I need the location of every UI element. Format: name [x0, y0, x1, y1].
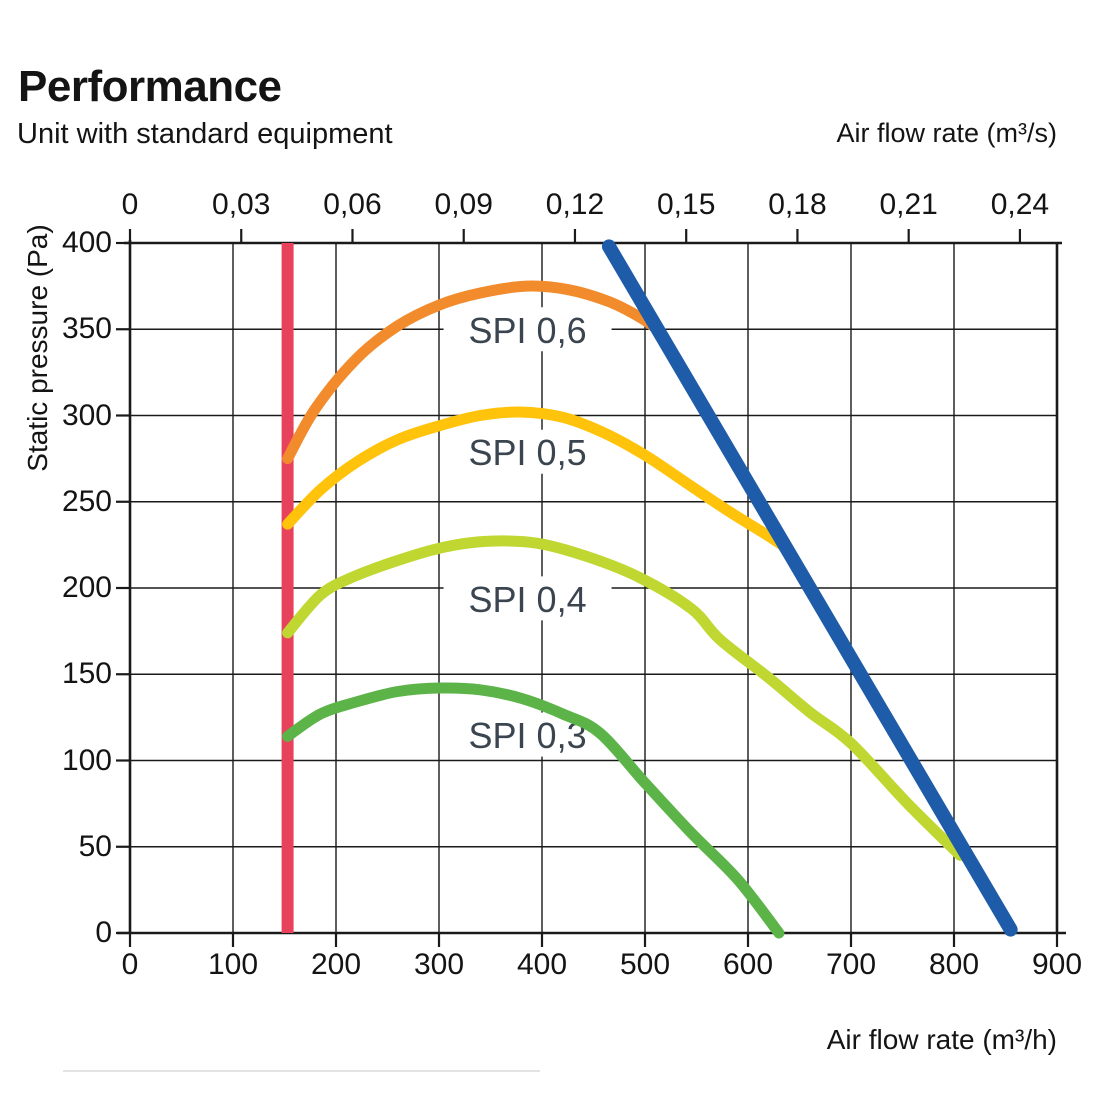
- x-tick-700: 700: [825, 948, 877, 981]
- y-tick-150: 150: [61, 657, 112, 691]
- svg-text:SPI 0,6: SPI 0,6: [469, 310, 587, 351]
- footer-divider: [63, 1070, 540, 1072]
- x-tick-500: 500: [619, 948, 671, 981]
- x-tick-100: 100: [207, 948, 259, 981]
- x-tick-300: 300: [413, 948, 465, 981]
- y-tick-350: 350: [61, 312, 112, 346]
- top-tick-0,24: 0,24: [990, 188, 1050, 221]
- top-axis-label: Air flow rate (m³/s): [836, 118, 1057, 148]
- y-tick-250: 250: [61, 484, 112, 518]
- top-tick-0,21: 0,21: [879, 188, 938, 221]
- x-tick-400: 400: [516, 948, 568, 981]
- label-spi-0-5: SPI 0,5: [443, 429, 612, 474]
- curve-spi-0-3: [282, 682, 785, 939]
- chart-title: Performance: [18, 62, 282, 111]
- x-tick-0: 0: [121, 948, 139, 981]
- y-tick-300: 300: [61, 398, 112, 432]
- x-tick-900: 900: [1031, 948, 1083, 981]
- chart-subtitle: Unit with standard equipment: [17, 118, 393, 150]
- svg-text:SPI 0,4: SPI 0,4: [469, 579, 587, 620]
- top-tick-0,03: 0,03: [212, 188, 271, 221]
- axis-frame: [117, 240, 1066, 935]
- x-tick-800: 800: [928, 948, 980, 981]
- svg-text:SPI 0,3: SPI 0,3: [469, 715, 587, 756]
- curve-spi-0-4: [282, 535, 966, 861]
- curve-spi-0-5: [282, 406, 788, 551]
- svg-text:SPI 0,5: SPI 0,5: [469, 432, 587, 473]
- curve-max-capacity-line: [601, 239, 1018, 937]
- top-tick-0,09: 0,09: [434, 188, 493, 221]
- top-tick-0,15: 0,15: [656, 188, 716, 221]
- y-tick-400: 400: [61, 226, 112, 259]
- y-tick-100: 100: [61, 743, 112, 777]
- top-tick-0: 0: [121, 188, 139, 221]
- y-tick-200: 200: [61, 571, 112, 604]
- top-tick-0,18: 0,18: [768, 188, 827, 221]
- y-tick-50: 50: [78, 829, 112, 863]
- x-tick-600: 600: [722, 948, 774, 981]
- top-tick-0,06: 0,06: [323, 188, 382, 221]
- y-tick-0: 0: [95, 916, 112, 949]
- bottom-axis-label: Air flow rate (m³/h): [826, 1024, 1057, 1055]
- curve-spi-0-6: [282, 280, 663, 465]
- label-spi-0-4: SPI 0,4: [443, 576, 612, 621]
- label-spi-0-6: SPI 0,6: [443, 307, 612, 352]
- top-tick-0,12: 0,12: [545, 188, 605, 221]
- x-tick-200: 200: [310, 948, 362, 981]
- tick-marks: [116, 229, 1059, 947]
